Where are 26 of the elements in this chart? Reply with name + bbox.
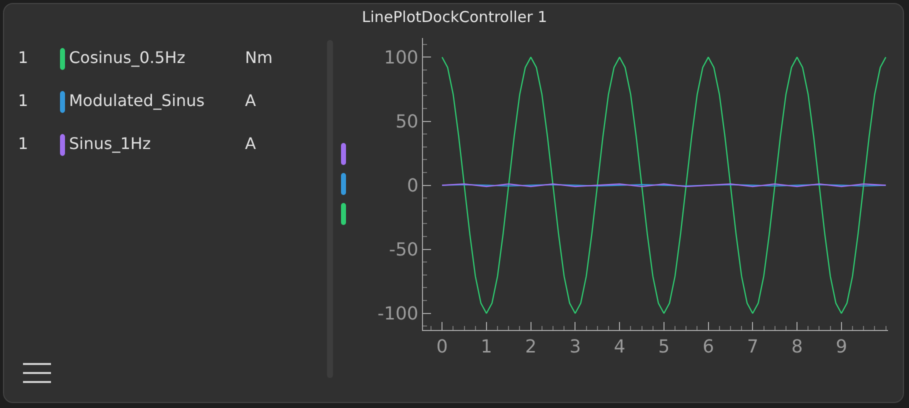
x-tick-label: 6 (702, 336, 714, 358)
text: A (245, 91, 256, 110)
text: 1 (18, 48, 28, 67)
x-tick-label: 5 (658, 336, 670, 358)
x-tick-label: 0 (436, 336, 448, 358)
text: 1 (18, 134, 28, 153)
y-tick-label: -100 (378, 304, 418, 325)
y-tick-label: -50 (388, 240, 418, 261)
y-tick-label: 50 (395, 112, 418, 133)
chart-title: LinePlotDockController 1 (360, 8, 548, 26)
text: 1 (18, 91, 28, 110)
legend-label: Modulated_Sinus (69, 91, 205, 110)
y-tick-label: 0 (406, 176, 418, 197)
x-tick-label: 1 (480, 336, 492, 358)
x-tick-label: 2 (525, 336, 537, 358)
legend-label: Cosinus_0.5Hz (69, 48, 186, 67)
x-tick-label: 4 (614, 336, 626, 358)
text: A (245, 134, 256, 153)
line-series (441, 56, 886, 314)
text: Nm (245, 48, 273, 67)
x-tick-label: 9 (836, 336, 848, 358)
x-tick-label: 3 (569, 336, 581, 358)
x-tick-label: 7 (746, 336, 758, 358)
x-tick-label: 8 (791, 336, 803, 358)
legend-label: Sinus_1Hz (69, 134, 151, 153)
y-tick-label: 100 (384, 48, 418, 69)
